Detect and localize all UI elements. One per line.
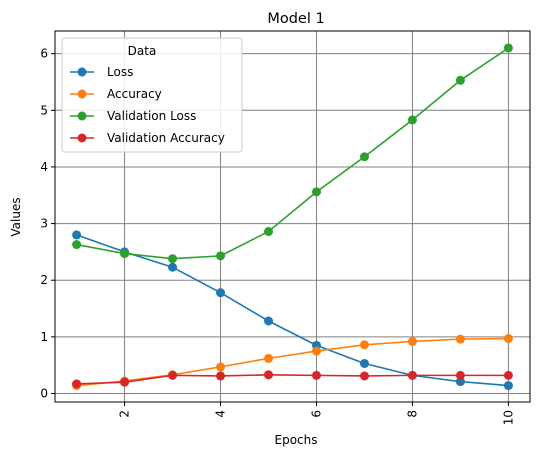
data-point xyxy=(456,76,465,85)
x-tick-label: 2 xyxy=(118,410,132,418)
y-tick-label: 0 xyxy=(40,387,48,401)
series-line xyxy=(77,339,509,386)
y-axis-label: Values xyxy=(9,197,23,236)
data-point xyxy=(120,378,129,387)
data-point xyxy=(168,263,177,272)
legend-swatch-marker xyxy=(78,112,87,121)
data-point xyxy=(360,340,369,349)
y-tick-label: 2 xyxy=(40,273,48,287)
x-tick-label: 8 xyxy=(405,410,419,418)
data-point xyxy=(168,371,177,380)
data-point xyxy=(456,371,465,380)
data-point xyxy=(216,251,225,260)
legend-label: Validation Loss xyxy=(107,109,196,123)
data-point xyxy=(120,249,129,258)
data-point xyxy=(312,347,321,356)
y-tick-label: 5 xyxy=(40,103,48,117)
legend-swatch-marker xyxy=(78,68,87,77)
data-point xyxy=(504,334,513,343)
data-point xyxy=(72,240,81,249)
data-point xyxy=(408,337,417,346)
y-tick-label: 6 xyxy=(40,47,48,61)
x-axis-label: Epochs xyxy=(275,433,318,447)
data-point xyxy=(216,371,225,380)
x-tick-label: 10 xyxy=(501,410,515,425)
data-point xyxy=(312,371,321,380)
series-line xyxy=(77,235,509,386)
legend-label: Accuracy xyxy=(107,87,162,101)
x-axis-ticks: 2 4 6 8 10 xyxy=(118,402,516,425)
y-tick-label: 4 xyxy=(40,160,48,174)
data-point xyxy=(360,152,369,161)
legend-label: Validation Accuracy xyxy=(107,131,225,145)
data-point xyxy=(504,381,513,390)
data-point xyxy=(264,227,273,236)
legend-title: Data xyxy=(128,44,157,58)
data-point xyxy=(264,370,273,379)
x-tick-label: 6 xyxy=(309,410,323,418)
legend: Data Loss Accuracy Validation Loss Validatio… xyxy=(62,38,242,152)
y-axis-ticks: 0 1 2 3 4 5 6 xyxy=(40,47,55,401)
legend-swatch-marker xyxy=(78,134,87,143)
data-point xyxy=(504,371,513,380)
data-point xyxy=(168,254,177,263)
data-point xyxy=(72,379,81,388)
chart-title: Model 1 xyxy=(267,11,324,27)
data-point xyxy=(264,354,273,363)
x-tick-label: 4 xyxy=(214,410,228,418)
data-point xyxy=(456,335,465,344)
data-point xyxy=(216,288,225,297)
data-point xyxy=(360,371,369,380)
data-point xyxy=(72,230,81,239)
legend-swatch-marker xyxy=(78,90,87,99)
data-point xyxy=(360,359,369,368)
data-point xyxy=(264,317,273,326)
y-tick-label: 1 xyxy=(40,330,48,344)
y-tick-label: 3 xyxy=(40,217,48,231)
data-point xyxy=(312,187,321,196)
legend-label: Loss xyxy=(107,65,133,79)
data-point xyxy=(216,362,225,371)
data-point xyxy=(408,371,417,380)
series-accuracy xyxy=(72,334,513,390)
data-point xyxy=(504,43,513,52)
data-point xyxy=(408,115,417,124)
